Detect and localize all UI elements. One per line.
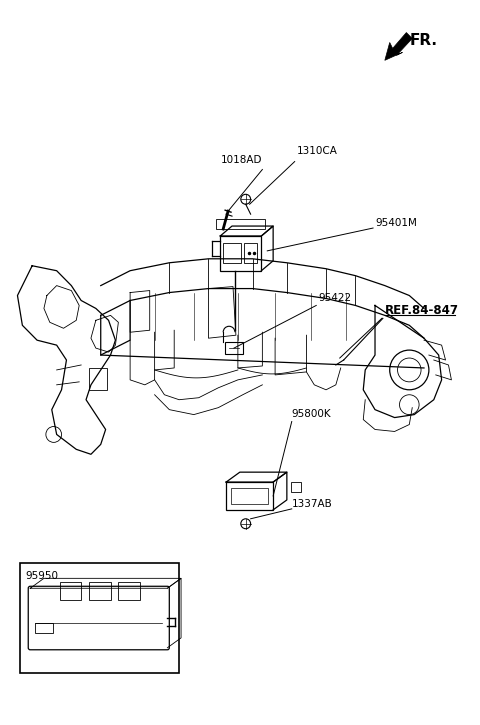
Bar bbox=[225, 342, 243, 354]
Bar bbox=[226, 482, 273, 510]
Bar bbox=[89, 368, 107, 390]
Text: FR.: FR. bbox=[409, 33, 437, 48]
Bar bbox=[231, 488, 268, 504]
Bar bbox=[220, 236, 262, 270]
Polygon shape bbox=[385, 33, 412, 60]
Bar bbox=[244, 243, 257, 262]
Bar bbox=[223, 243, 241, 262]
Bar bbox=[89, 582, 110, 600]
Bar bbox=[291, 482, 300, 492]
Text: 1018AD: 1018AD bbox=[221, 154, 263, 165]
Text: 1337AB: 1337AB bbox=[292, 499, 333, 509]
Bar bbox=[35, 623, 53, 633]
Bar bbox=[119, 582, 140, 600]
Text: 95401M: 95401M bbox=[375, 218, 417, 228]
Text: 1310CA: 1310CA bbox=[297, 146, 337, 156]
Bar bbox=[21, 563, 179, 673]
Text: 95800K: 95800K bbox=[292, 409, 331, 418]
Text: 95950: 95950 bbox=[25, 571, 58, 581]
Bar bbox=[60, 582, 81, 600]
Bar bbox=[216, 219, 265, 229]
Text: REF.84-847: REF.84-847 bbox=[385, 304, 459, 317]
Text: 95422: 95422 bbox=[318, 294, 351, 304]
